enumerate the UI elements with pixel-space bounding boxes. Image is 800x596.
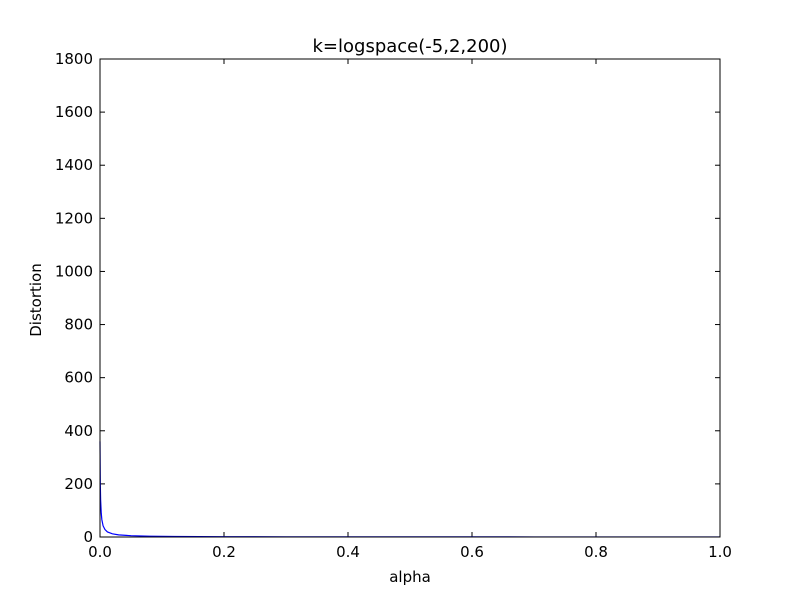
x-tick-label: 0.6 bbox=[460, 543, 484, 561]
x-tick-label: 1.0 bbox=[708, 543, 732, 561]
x-axis-label: alpha bbox=[389, 568, 431, 586]
y-tick-label: 600 bbox=[64, 369, 93, 387]
y-tick-label: 400 bbox=[64, 422, 93, 440]
x-tick-label: 0.4 bbox=[336, 543, 360, 561]
x-tick-label: 0.0 bbox=[88, 543, 112, 561]
y-tick-label: 1200 bbox=[55, 209, 93, 227]
plot-lines bbox=[99, 441, 721, 538]
x-tick-label: 0.2 bbox=[212, 543, 236, 561]
ticks: 0.0 0.2 0.4 0.6 0.8 1.0 0 200 400 600 800 1000 1200 1… bbox=[55, 50, 732, 561]
y-tick-label: 0 bbox=[83, 528, 93, 546]
y-tick-label: 1600 bbox=[55, 103, 93, 121]
y-tick-label: 1800 bbox=[55, 50, 93, 68]
y-tick-label: 800 bbox=[64, 316, 93, 334]
plot-frame bbox=[99, 58, 721, 538]
x-tick-label: 0.8 bbox=[584, 543, 608, 561]
y-tick-label: 1000 bbox=[55, 262, 93, 280]
chart-title: k=logspace(-5,2,200) bbox=[313, 36, 508, 57]
y-tick-label: 200 bbox=[64, 475, 93, 493]
series-line bbox=[99, 441, 721, 538]
y-axis-label: Distortion bbox=[27, 263, 45, 337]
y-tick-label: 1400 bbox=[55, 156, 93, 174]
